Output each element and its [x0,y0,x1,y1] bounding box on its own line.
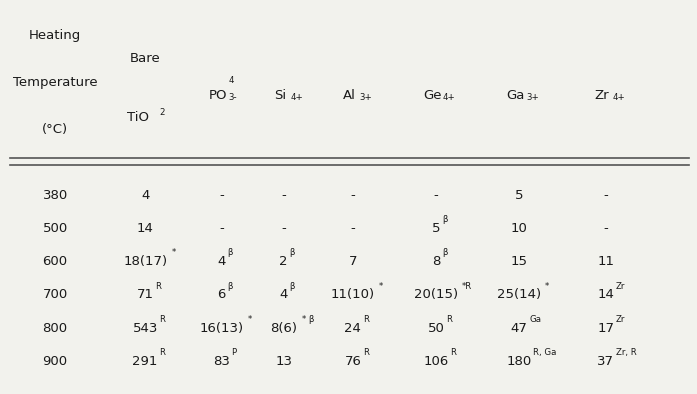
Text: 6: 6 [217,288,226,301]
Text: Heating: Heating [29,29,82,42]
Text: 16(13): 16(13) [199,322,243,335]
Text: Zr, R: Zr, R [615,348,636,357]
Text: R: R [155,282,161,291]
Text: 11: 11 [597,255,614,268]
Text: 3+: 3+ [360,93,372,102]
Text: *: * [379,282,383,291]
Text: Al: Al [343,89,356,102]
Text: -: - [351,189,355,202]
Text: 800: 800 [43,322,68,335]
Text: 24: 24 [344,322,361,335]
Text: R: R [363,348,369,357]
Text: β: β [442,249,447,257]
Text: 900: 900 [43,355,68,368]
Text: 10: 10 [511,222,528,235]
Text: -: - [434,189,438,202]
Text: 291: 291 [132,355,158,368]
Text: R: R [450,348,456,357]
Text: 543: 543 [132,322,158,335]
Text: Ga: Ga [507,89,525,102]
Text: R: R [159,315,165,324]
Text: Ga: Ga [529,315,541,324]
Text: *: * [545,282,549,291]
Text: Zr: Zr [615,315,625,324]
Text: 4+: 4+ [443,93,456,102]
Text: -: - [282,189,286,202]
Text: β: β [290,282,295,291]
Text: -: - [351,222,355,235]
Text: 71: 71 [137,288,153,301]
Text: Ge: Ge [423,89,442,102]
Text: 83: 83 [213,355,230,368]
Text: 4: 4 [228,76,233,85]
Text: *: * [171,249,176,257]
Text: 700: 700 [43,288,68,301]
Text: Zr: Zr [615,282,625,291]
Text: 4: 4 [217,255,226,268]
Text: 7: 7 [348,255,357,268]
Text: 4+: 4+ [291,93,303,102]
Text: -: - [219,189,224,202]
Text: 500: 500 [43,222,68,235]
Text: -: - [603,189,608,202]
Text: β: β [290,249,295,257]
Text: 17: 17 [597,322,614,335]
Text: 106: 106 [423,355,449,368]
Text: 37: 37 [597,355,614,368]
Text: (°C): (°C) [42,123,68,136]
Text: 4: 4 [279,288,288,301]
Text: 5: 5 [431,222,441,235]
Text: β: β [227,282,233,291]
Text: 5: 5 [515,189,523,202]
Text: 13: 13 [275,355,292,368]
Text: 50: 50 [427,322,445,335]
Text: PO: PO [208,89,227,102]
Text: 180: 180 [507,355,532,368]
Text: *: * [247,315,252,324]
Text: 15: 15 [510,255,528,268]
Text: β: β [442,215,447,224]
Text: 8: 8 [431,255,440,268]
Text: Si: Si [274,89,286,102]
Text: R: R [363,315,369,324]
Text: Temperature: Temperature [13,76,98,89]
Text: Bare: Bare [130,52,160,65]
Text: R: R [159,348,165,357]
Text: -: - [219,222,224,235]
Text: 14: 14 [597,288,614,301]
Text: β: β [227,249,233,257]
Text: -: - [603,222,608,235]
Text: 380: 380 [43,189,68,202]
Text: 600: 600 [43,255,68,268]
Text: 3+: 3+ [526,93,539,102]
Text: -: - [282,222,286,235]
Text: 4: 4 [141,189,149,202]
Text: TiO: TiO [128,111,149,124]
Text: 47: 47 [511,322,528,335]
Text: R, Ga: R, Ga [533,348,556,357]
Text: 18(17): 18(17) [123,255,167,268]
Text: 25(14): 25(14) [497,288,541,301]
Text: R: R [446,315,452,324]
Text: 14: 14 [137,222,153,235]
Text: *R: *R [462,282,473,291]
Text: 20(15): 20(15) [414,288,458,301]
Text: 76: 76 [344,355,361,368]
Text: 11(10): 11(10) [331,288,375,301]
Text: 8(6): 8(6) [270,322,297,335]
Text: P: P [231,348,236,357]
Text: Zr: Zr [595,89,609,102]
Text: 2: 2 [159,108,164,117]
Text: 4+: 4+ [613,93,625,102]
Text: 2: 2 [279,255,288,268]
Text: * β: * β [302,315,314,324]
Text: 3-: 3- [228,93,237,102]
